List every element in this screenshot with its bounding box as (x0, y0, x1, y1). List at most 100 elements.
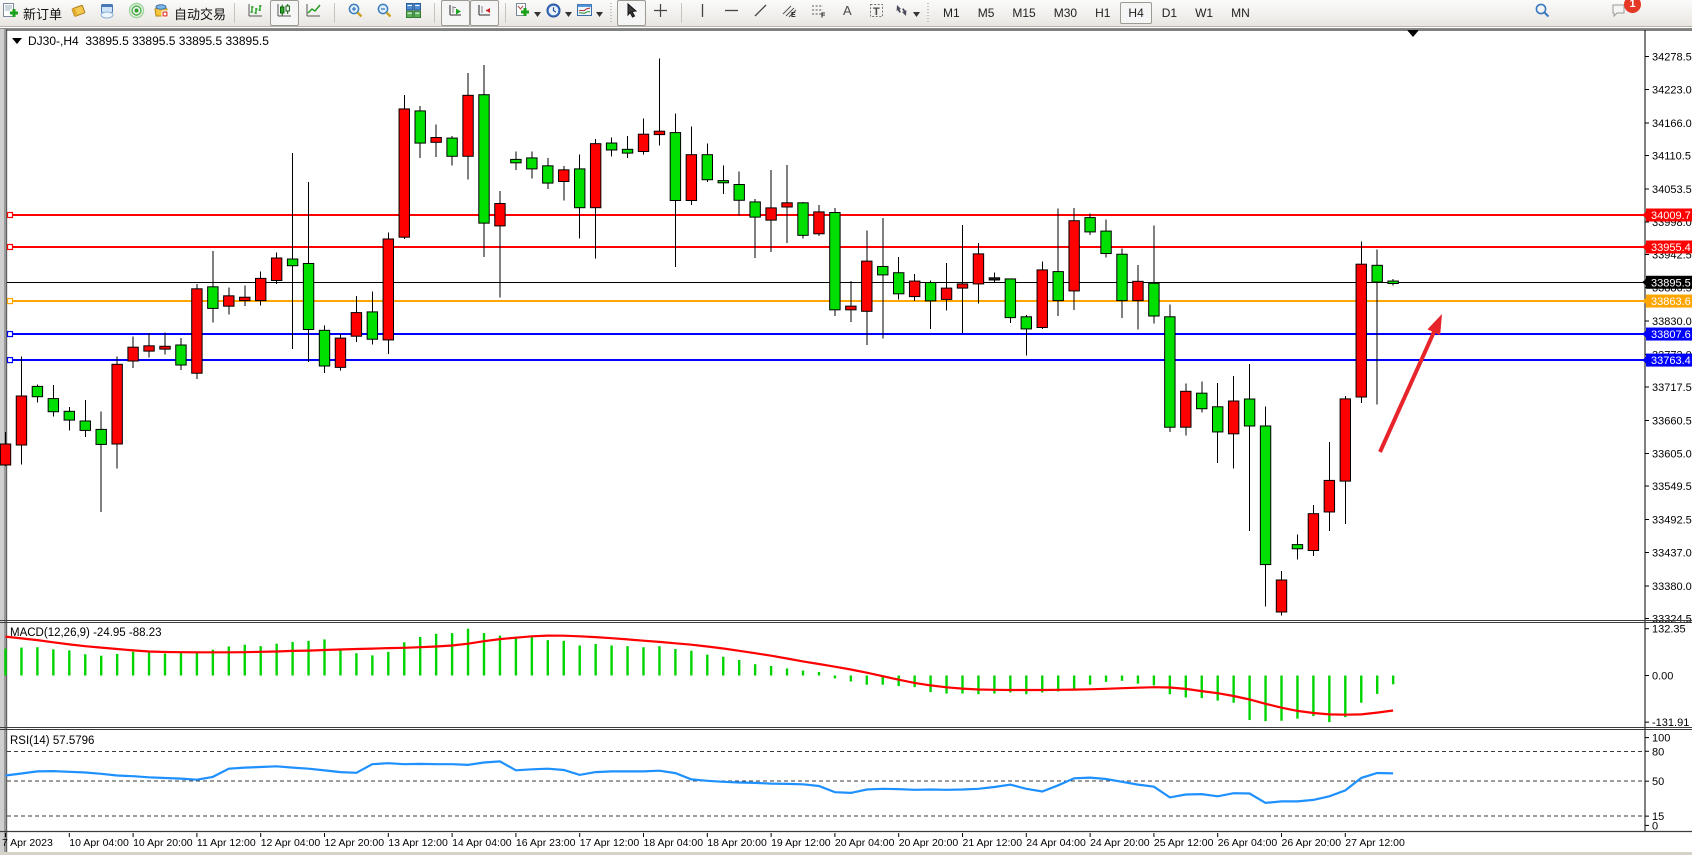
level-line-anchor[interactable] (6, 356, 14, 364)
candle-body-bull[interactable] (1196, 392, 1208, 410)
candle-body-bull[interactable] (1084, 217, 1096, 233)
candle-body-bear[interactable] (1275, 579, 1288, 613)
chart-shift-button[interactable] (470, 0, 500, 26)
candle-body-bear[interactable] (813, 211, 825, 235)
period-d1-button[interactable]: D1 (1161, 6, 1178, 20)
tile-windows-button[interactable] (399, 0, 428, 26)
candle-body-bull[interactable] (621, 148, 634, 154)
candle-body-bear[interactable] (1180, 390, 1192, 428)
one-click-trading-expander[interactable] (12, 38, 22, 49)
candle-body-bear[interactable] (382, 238, 395, 341)
candle-body-bull[interactable] (302, 262, 315, 331)
market-watch-button[interactable] (64, 0, 93, 26)
candle-body-bull[interactable] (526, 157, 538, 170)
period-mn-button[interactable]: MN (1231, 6, 1250, 20)
candle-body-bull[interactable] (1243, 398, 1256, 427)
equidistant-channel-button[interactable]: E (775, 0, 804, 26)
candle-body-bear[interactable] (255, 277, 267, 302)
indicators-button[interactable] (512, 0, 543, 26)
level-line-anchor[interactable] (6, 211, 14, 219)
candle-body-bull[interactable] (95, 428, 107, 445)
candle-body-bear[interactable] (15, 395, 28, 446)
candle-body-doji[interactable] (988, 277, 1001, 281)
zoom-in-button[interactable] (341, 0, 370, 26)
candle-body-bull[interactable] (1004, 278, 1017, 319)
data-window-button[interactable] (93, 0, 122, 26)
candle-body-bull[interactable] (1148, 282, 1160, 317)
candle-body-bear[interactable] (159, 345, 171, 350)
candle-body-bull[interactable] (31, 385, 44, 398)
text-button[interactable]: A (833, 0, 862, 26)
level-line-anchor[interactable] (6, 330, 14, 338)
candle-body-bull[interactable] (1052, 271, 1064, 302)
candle-body-bull[interactable] (605, 142, 618, 151)
candle-body-bear[interactable] (781, 202, 793, 208)
horizontal-line-button[interactable] (717, 0, 746, 26)
candle-body-bull[interactable] (877, 265, 889, 276)
candle-body-bull[interactable] (924, 282, 937, 302)
candle-body-bear[interactable] (861, 260, 873, 312)
chart-shift-marker[interactable] (1407, 30, 1419, 37)
candle-body-bull[interactable] (701, 154, 713, 181)
candle-body-bear[interactable] (143, 345, 155, 352)
candle-body-bull[interactable] (286, 258, 299, 267)
text-label-button[interactable]: T (862, 0, 891, 26)
trend-arrow-line[interactable] (1378, 325, 1439, 453)
candle-body-bear[interactable] (1355, 263, 1367, 398)
level-line-anchor[interactable] (6, 297, 14, 305)
chart-window[interactable]: 34278.5 34223.0 34166.0 34110.5 34053.5 33998… (0, 28, 1692, 855)
candle-body-bear[interactable] (334, 337, 347, 368)
candle-body-bear[interactable] (972, 253, 985, 285)
crosshair-button[interactable] (646, 0, 675, 26)
candle-body-bull[interactable] (1212, 406, 1224, 433)
candle-body-bear[interactable] (589, 143, 602, 209)
candle-body-bull[interactable] (733, 183, 745, 201)
candle-body-bull[interactable] (175, 344, 187, 366)
candle-body-bull[interactable] (1291, 544, 1304, 550)
candle-body-bull[interactable] (797, 202, 809, 236)
strategy-signals-button[interactable] (122, 0, 151, 26)
chart-line-button[interactable] (299, 0, 328, 26)
candle-body-bear[interactable] (494, 203, 506, 227)
candle-body-bear[interactable] (430, 136, 442, 143)
candle-body-bull[interactable] (717, 180, 729, 184)
candle-body-bear[interactable] (0, 443, 12, 466)
candle-body-bear[interactable] (685, 154, 698, 202)
candle-body-bear[interactable] (940, 287, 953, 300)
period-h1-button[interactable]: H1 (1095, 6, 1111, 20)
candle-body-bear[interactable] (637, 133, 650, 153)
periods-button[interactable] (543, 0, 574, 26)
candle-body-bear[interactable] (462, 94, 474, 157)
templates-button[interactable] (574, 0, 605, 26)
candle-body-bear[interactable] (558, 169, 570, 182)
trend-arrow-head[interactable] (1427, 314, 1442, 336)
candle-body-bear[interactable] (765, 207, 777, 221)
candle-body-bull[interactable] (574, 168, 586, 209)
fibonacci-button[interactable]: F (804, 0, 833, 26)
notifications-button[interactable]: 1 (1605, 0, 1641, 26)
period-w1-button[interactable]: W1 (1195, 6, 1214, 20)
candle-body-bull[interactable] (63, 410, 75, 421)
candle-body-bull[interactable] (414, 110, 426, 144)
search-button[interactable] (1528, 0, 1557, 26)
candle-body-bull[interactable] (749, 201, 761, 218)
candle-body-bull[interactable] (79, 420, 91, 431)
candle-body-bull[interactable] (47, 398, 60, 413)
candle-body-bull[interactable] (893, 272, 905, 295)
candle-body-bull[interactable] (446, 137, 458, 157)
arrows-button[interactable] (891, 0, 922, 26)
candle-body-bear[interactable] (1036, 269, 1048, 329)
new-order-button[interactable]: 新订单 (0, 0, 64, 26)
candle-body-bull[interactable] (510, 158, 522, 164)
candle-body-bull[interactable] (1116, 253, 1128, 302)
chart-candles-button[interactable] (270, 0, 300, 26)
chart-bars-button[interactable] (241, 0, 270, 26)
period-m1-button[interactable]: M1 (943, 6, 960, 20)
candle-body-bear[interactable] (1339, 398, 1351, 482)
candle-body-bear[interactable] (1323, 479, 1336, 513)
candle-body-bear[interactable] (1307, 513, 1320, 551)
candle-body-bull[interactable] (1371, 264, 1383, 283)
trendline-button[interactable] (746, 0, 775, 26)
candle-body-bull[interactable] (1387, 280, 1399, 285)
auto-scroll-button[interactable] (441, 0, 471, 26)
